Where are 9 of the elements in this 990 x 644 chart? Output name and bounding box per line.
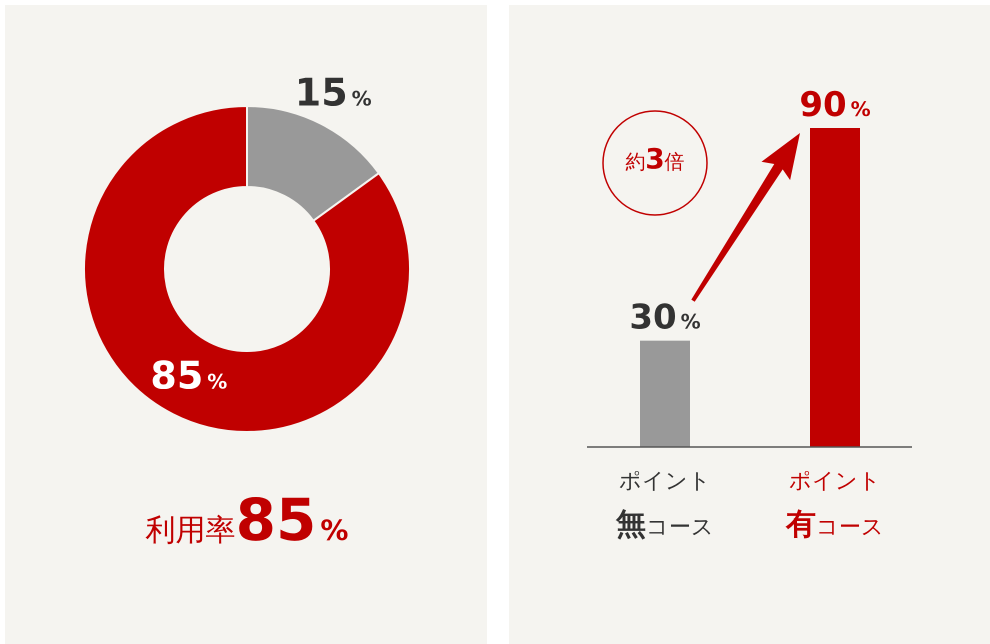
annotation: 約3倍 [625,142,685,176]
data-label: 15% [294,70,372,114]
data-label: 85% [150,354,228,398]
x-tick-label: ポイント有コース [785,469,884,542]
donut-slice [83,105,411,433]
data-label: 30% [629,298,701,338]
x-tick-label: ポイント無コース [615,469,714,542]
text: 利用率85% [146,486,348,554]
data-label: 90% [799,85,871,125]
